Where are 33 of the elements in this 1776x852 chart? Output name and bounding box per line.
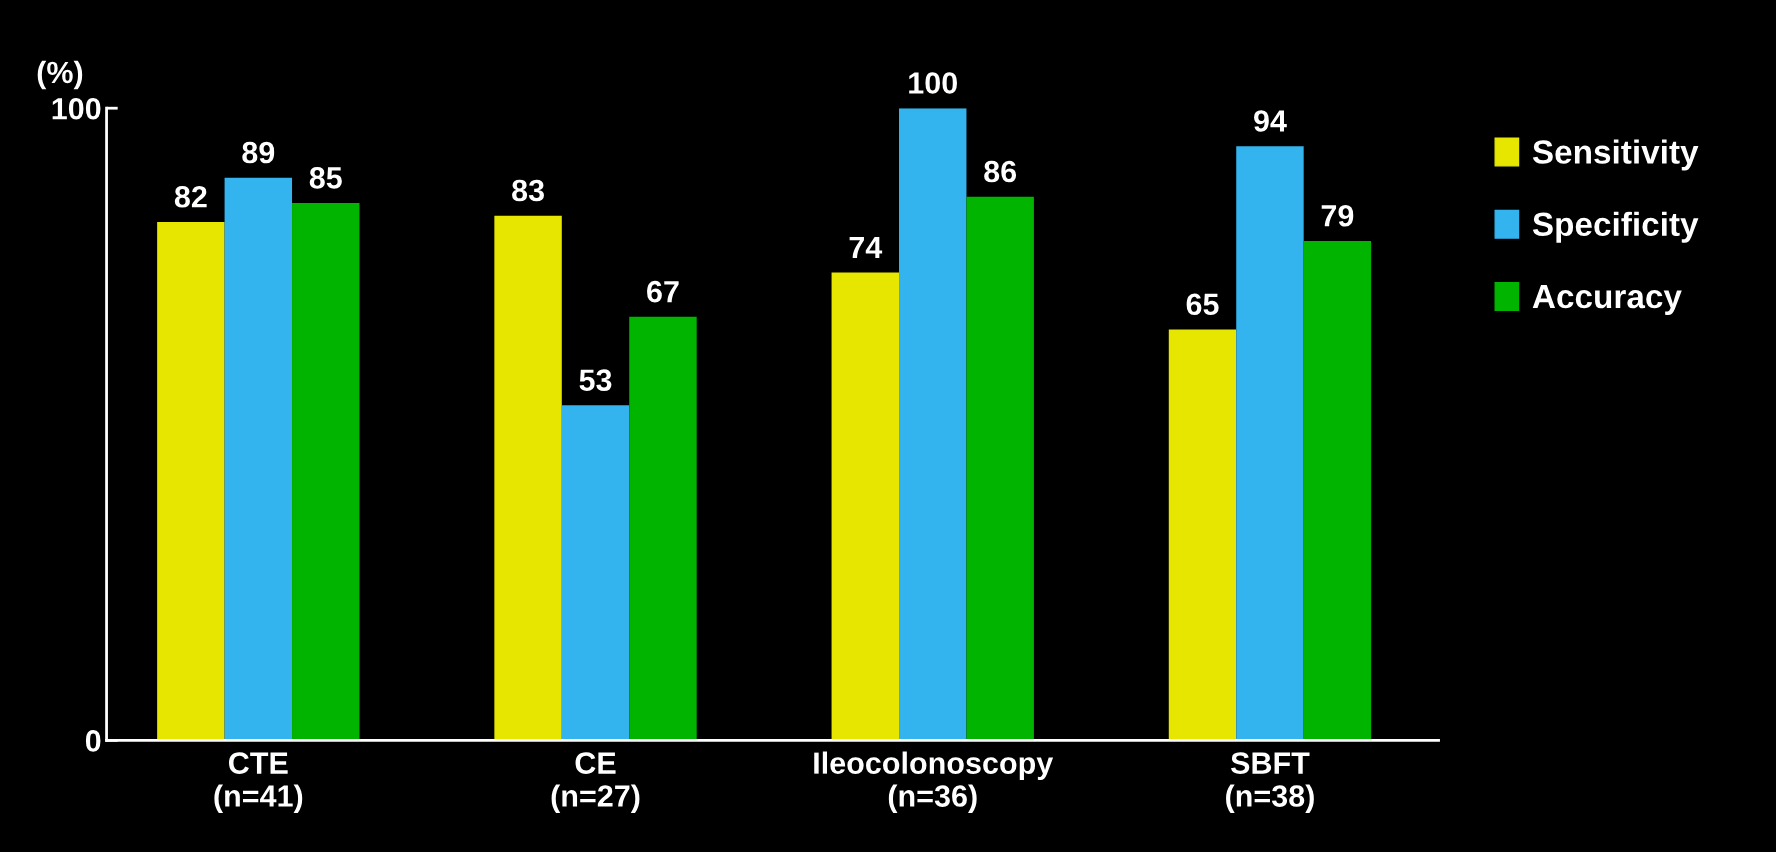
data-label: 86 — [984, 160, 1017, 183]
data-label: 79 — [1321, 204, 1354, 227]
legend-label: Sensitivity — [1532, 139, 1699, 171]
bar — [561, 405, 630, 741]
data-label: 94 — [1254, 110, 1287, 132]
bar — [966, 196, 1034, 741]
data-label: 82 — [174, 185, 207, 208]
legend-label: Specificity — [1532, 211, 1699, 243]
data-label: 100 — [909, 72, 957, 94]
data-label: 53 — [579, 369, 612, 391]
bar — [494, 215, 562, 741]
bar — [1303, 240, 1372, 741]
x-tick-label: SBFT (n=38) — [1226, 752, 1314, 813]
bar — [629, 316, 697, 741]
x-tick-label: CTE (n=41) — [214, 752, 303, 813]
bar — [899, 108, 967, 741]
data-label: 89 — [242, 141, 275, 164]
bar — [157, 222, 225, 741]
data-label: 85 — [309, 167, 342, 189]
x-tick-label: CE (n=27) — [551, 752, 640, 813]
x-tick-label: Ileocolonoscopy (n=36) — [814, 751, 1054, 813]
bar — [831, 272, 900, 741]
legend-label: Accuracy — [1532, 285, 1682, 315]
bar — [292, 203, 360, 741]
data-label: 65 — [1186, 293, 1219, 316]
bar — [1168, 329, 1237, 741]
y-tick-label: 0 — [85, 730, 101, 752]
bar — [1236, 146, 1304, 741]
data-label: 83 — [512, 179, 544, 202]
y-axis-title: (%) — [37, 60, 83, 90]
bar — [224, 177, 293, 741]
data-label: 74 — [849, 236, 883, 258]
data-label: 67 — [647, 280, 679, 303]
